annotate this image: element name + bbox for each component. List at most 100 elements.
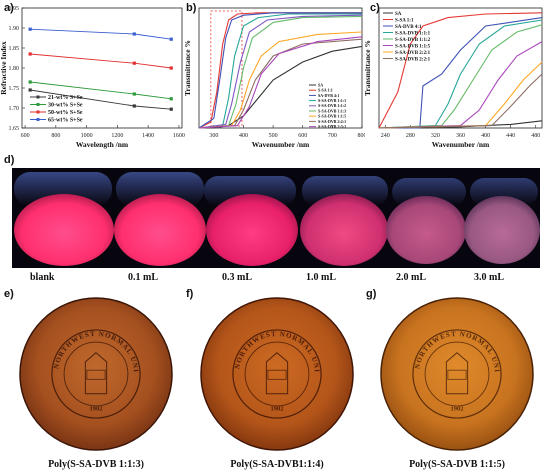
data-point <box>28 80 32 84</box>
x-tick-label: 440 <box>506 133 515 139</box>
x-tick-label: 300 <box>209 133 218 139</box>
vial-blank <box>14 172 114 266</box>
y-axis-label: Refractive Index <box>0 41 8 95</box>
x-tick-label: 240 <box>381 133 390 139</box>
plot-frame <box>21 7 183 129</box>
x-tick-label: 1000 <box>81 133 93 139</box>
seal-outer-ring <box>412 329 502 419</box>
legend-marker <box>36 118 40 121</box>
panel-e-label: e) <box>4 288 14 300</box>
vial-label-3-0: 3.0 mL <box>474 272 504 283</box>
y-tick-label: 1.80 <box>9 66 20 72</box>
series-line-5 <box>198 15 363 129</box>
chart-c: 240 280 320 360 400 440 480 Wavenumber /nm Trans… <box>365 7 543 149</box>
series-line-1 <box>378 12 543 129</box>
legend-marker <box>36 103 40 106</box>
x-tick-label: 800 <box>358 133 366 139</box>
series-line-8 <box>198 36 363 129</box>
x-tick-label: 400 <box>239 133 248 139</box>
data-point <box>169 107 173 111</box>
x-tick-label: 280 <box>406 133 415 139</box>
data-point <box>132 32 136 36</box>
caption-e: Poly(S-SA-DVB 1:1:3) <box>48 459 144 470</box>
legend-entry: S-SA-DVB 1:1:1 <box>318 98 346 103</box>
series-line-2 <box>379 17 543 129</box>
vial-2-0 <box>386 178 466 264</box>
legend-entry: 30-wt% S+Se <box>48 103 83 109</box>
legend-entry: S-SA-DVB 2:2:1 <box>318 119 346 124</box>
legend-marker <box>36 110 40 114</box>
legend-entry: S-SA-DVB 1:1:5 <box>395 44 431 49</box>
panel-d-label: d) <box>4 154 15 166</box>
legend-entry: 50-wt% S+Se <box>48 110 83 116</box>
seal-inner-ring <box>244 341 310 407</box>
disc-film <box>380 297 534 451</box>
vial-3-0 <box>464 178 540 264</box>
chart-b: 300 400 500 600 700 800 Wavenumber /nm Transmit… <box>185 7 366 149</box>
seal-year: 1902 <box>90 405 103 412</box>
x-tick-label: 800 <box>51 133 60 139</box>
x-tick-label: 1400 <box>142 133 154 139</box>
legend-entry: SA-DVB 4:1 <box>318 93 339 98</box>
legend-entry: S-SA 1:1 <box>395 18 414 23</box>
data-point <box>28 27 32 31</box>
x-tick-label: 1600 <box>173 133 185 139</box>
legend-entry: SA-DVB 4:1 <box>395 25 422 30</box>
panel-b-label: b) <box>186 2 197 14</box>
x-axis-label: Wavelength /nm <box>76 140 129 149</box>
legend-marker <box>36 95 40 99</box>
seal-tower <box>265 352 289 395</box>
legend-entry: S-SA-DVB 2:2:1 <box>395 51 431 56</box>
y-tick-label: 1.65 <box>9 126 20 132</box>
x-tick-label: 500 <box>269 133 278 139</box>
data-point <box>28 52 32 56</box>
legend-entry: SA <box>318 82 323 87</box>
x-tick-label: 700 <box>328 133 337 139</box>
plot-frame <box>198 7 363 129</box>
disc-f: NORTHWEST NORMAL UNIVERSITY1902 <box>189 290 362 452</box>
series-line-7 <box>378 73 543 129</box>
legend-entry: SA <box>395 12 402 17</box>
seal-year: 1902 <box>271 405 284 412</box>
disc-film <box>19 297 173 451</box>
legend-entry: 21-wt% S+Se <box>48 95 83 101</box>
y-tick-label: 1.85 <box>9 46 20 52</box>
seal-tower <box>445 352 469 395</box>
panel-c-label: c) <box>370 2 380 14</box>
y-tick-label: 1.95 <box>9 6 20 12</box>
y-tick-label: 1.90 <box>9 26 20 32</box>
vial-0-1 <box>114 172 206 266</box>
data-point <box>169 97 173 101</box>
vial-label-2-0: 2.0 mL <box>396 272 426 283</box>
disc-e: NORTHWEST NORMAL UNIVERSITY1902 <box>9 290 180 452</box>
data-point <box>132 92 136 96</box>
panel-f-label: f) <box>186 288 194 300</box>
data-point <box>169 66 173 70</box>
seal-outer-ring <box>51 329 141 419</box>
legend-entry: S-SA-DVB 1:1:1 <box>395 31 431 36</box>
series-line-4 <box>378 24 543 129</box>
data-point <box>132 61 136 65</box>
vial-1-0 <box>300 176 388 266</box>
series-line-3 <box>30 28 172 40</box>
data-point <box>28 88 32 92</box>
legend-entry: 65-wt% S+Se <box>48 118 83 124</box>
y-axis-label: Transmittance % <box>185 40 192 96</box>
x-tick-label: 1200 <box>111 133 123 139</box>
seal-tower-window <box>447 369 467 380</box>
vial-label-blank: blank <box>30 272 55 283</box>
seal-outer-ring <box>232 329 322 419</box>
x-tick-label: 400 <box>481 133 490 139</box>
disc-film <box>200 297 354 451</box>
seal-inner-ring <box>63 341 129 407</box>
caption-g: Poly(S-SA-DVB 1:1:5) <box>409 459 505 470</box>
panel-a-label: a) <box>4 2 14 14</box>
vial-label-1-0: 1.0 mL <box>306 272 336 283</box>
series-line-2 <box>30 53 172 69</box>
panel-g-label: g) <box>366 288 377 300</box>
y-axis-label: Transmittance % <box>365 40 372 96</box>
series-line-2 <box>198 12 362 129</box>
caption-f: Poly(S-SA-DVB1:1:4) <box>230 459 324 470</box>
x-tick-label: 360 <box>456 133 465 139</box>
data-point <box>169 37 173 41</box>
